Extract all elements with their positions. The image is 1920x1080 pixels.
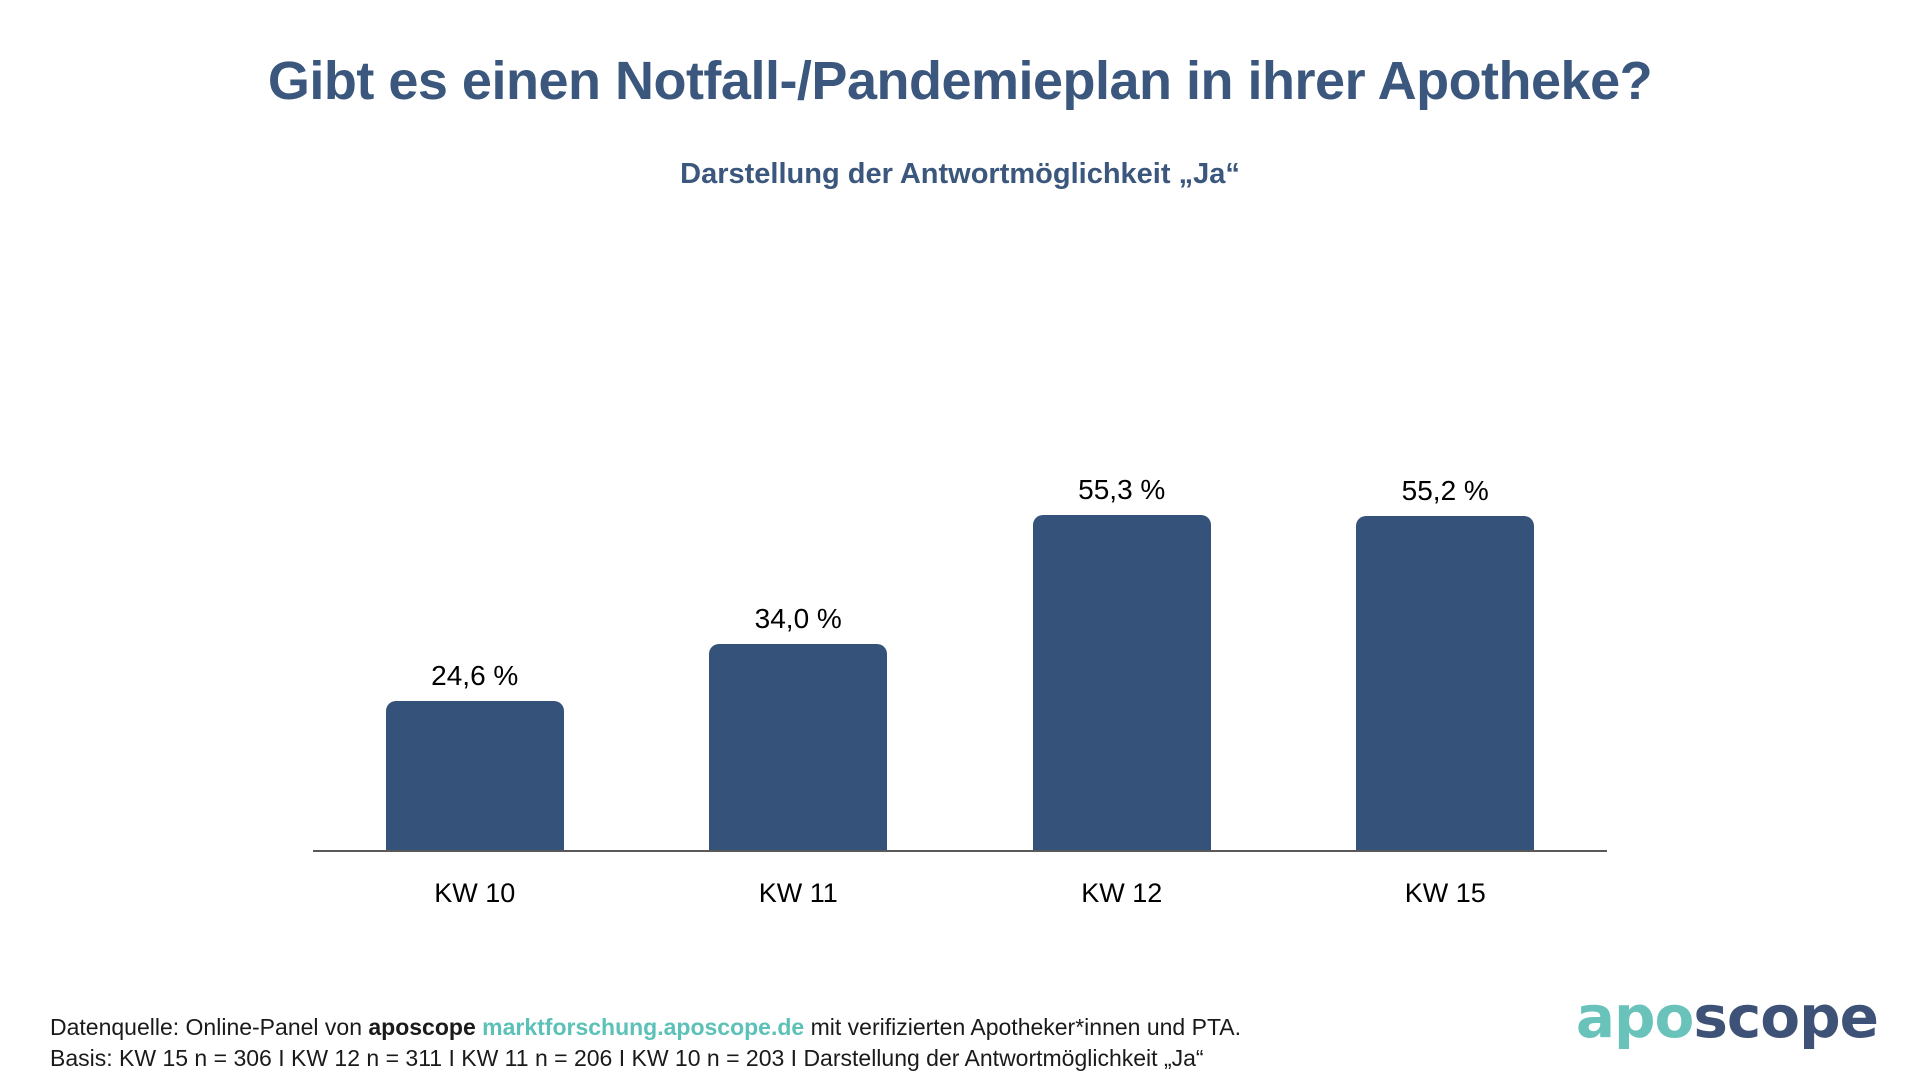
bar-chart: 24,6 % 34,0 % 55,3 % 55,2 % KW 10 KW 11 … — [313, 450, 1607, 909]
bar — [709, 644, 888, 850]
x-axis-label: KW 15 — [1404, 878, 1486, 908]
x-axis: KW 10 KW 11 KW 12 KW 15 — [313, 878, 1607, 909]
footer-source-line: Datenquelle: Online-Panel von aposcope m… — [50, 1012, 1241, 1043]
bar-value-label: 24,6 % — [431, 660, 519, 691]
chart-title: Gibt es einen Notfall-/Pandemieplan in i… — [267, 51, 1653, 111]
bar-value-label: 55,3 % — [1078, 474, 1166, 505]
footer-source-suffix: mit verifizierten Apotheker*innen und PT… — [804, 1014, 1242, 1040]
footer-basis-line: Basis: KW 15 n = 306 I KW 12 n = 311 I K… — [50, 1045, 1204, 1071]
bar — [1032, 515, 1211, 850]
plot-area: 24,6 % 34,0 % 55,3 % 55,2 % — [313, 450, 1607, 852]
x-axis-label: KW 10 — [434, 878, 516, 908]
x-axis-label: KW 12 — [1081, 878, 1163, 908]
bar — [385, 701, 564, 850]
bar — [1356, 516, 1535, 850]
bar-group: 55,3 % — [960, 450, 1284, 850]
bar-value-label: 34,0 % — [754, 603, 842, 634]
x-axis-label: KW 11 — [758, 878, 838, 908]
footer-brand: aposcope — [368, 1014, 476, 1040]
chart-subtitle: Darstellung der Antwortmöglichkeit „Ja“ — [680, 158, 1240, 190]
logo-apo: apo — [1575, 983, 1695, 1051]
footer-link[interactable]: marktforschung.aposcope.de — [482, 1014, 805, 1040]
bar-group: 34,0 % — [637, 450, 961, 850]
logo-scope: scope — [1693, 983, 1879, 1051]
bar-group: 55,2 % — [1284, 450, 1608, 850]
footer: Datenquelle: Online-Panel von aposcope m… — [50, 1012, 1241, 1074]
footer-source-prefix: Datenquelle: Online-Panel von — [50, 1014, 369, 1040]
bar-value-label: 55,2 % — [1401, 475, 1489, 506]
aposcope-logo: aposcope — [1576, 988, 1879, 1046]
bar-group: 24,6 % — [313, 450, 637, 850]
